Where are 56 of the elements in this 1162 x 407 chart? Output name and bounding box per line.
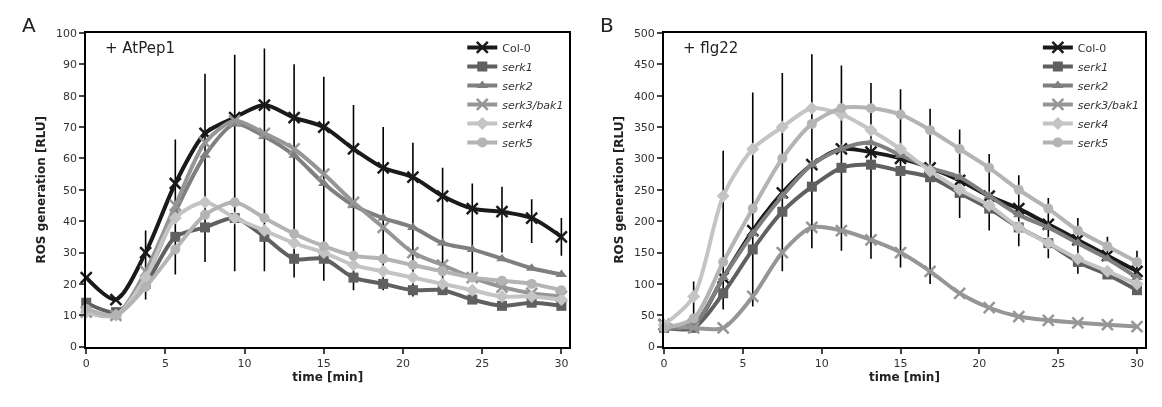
y-tick-label: 20 <box>63 277 78 291</box>
x-tick-label: 10 <box>237 356 252 370</box>
x-tick-label: 25 <box>1051 356 1066 370</box>
y-tick-label: 60 <box>63 152 78 166</box>
x-tick-label: 5 <box>739 356 747 370</box>
legend-label: serk2 <box>502 79 533 93</box>
legend-label: serk4 <box>502 117 533 131</box>
legend-label: serk3/bak1 <box>502 98 564 112</box>
x-axis-title: time [min] <box>869 370 940 385</box>
y-tick-label: 80 <box>63 89 78 103</box>
y-tick-label: 450 <box>633 58 655 72</box>
y-axis-title: ROS generation [RLU] <box>33 115 48 264</box>
legend-label: serk2 <box>1077 79 1109 93</box>
x-tick-label: 25 <box>475 356 490 370</box>
legend-label: Col-0 <box>502 41 531 55</box>
y-tick-label: 0 <box>647 340 655 354</box>
y-tick-label: 400 <box>633 89 655 103</box>
y-tick-label: 100 <box>633 277 655 291</box>
x-tick-label: 15 <box>316 356 331 370</box>
x-tick-label: 30 <box>554 356 569 370</box>
x-axis-title: time [min] <box>292 370 364 385</box>
y-tick-label: 150 <box>633 246 655 260</box>
legend-label: Col-0 <box>1077 41 1107 55</box>
chart-title: A <box>22 13 36 37</box>
y-tick-label: 200 <box>633 214 655 228</box>
x-tick-label: 20 <box>395 356 410 370</box>
y-tick-label: 100 <box>56 26 78 40</box>
x-tick-label: 20 <box>972 356 987 370</box>
y-tick-label: 70 <box>63 120 78 134</box>
y-tick-label: 90 <box>63 58 78 72</box>
x-tick-label: 30 <box>1129 356 1144 370</box>
y-tick-label: 50 <box>63 183 78 197</box>
y-tick-label: 350 <box>633 120 655 134</box>
x-tick-label: 15 <box>893 356 908 370</box>
legend-label: serk4 <box>1077 117 1109 131</box>
legend-label: serk5 <box>1077 136 1109 150</box>
legend-label: serk3/bak1 <box>1077 98 1140 112</box>
y-tick-label: 40 <box>63 214 78 228</box>
y-tick-label: 250 <box>633 183 655 197</box>
legend-label: serk5 <box>502 136 533 150</box>
annotation: + flg22 <box>683 39 739 57</box>
y-axis-title: ROS generation [RLU] <box>611 115 626 264</box>
legend-label: serk1 <box>502 60 533 74</box>
y-tick-label: 0 <box>70 340 78 354</box>
y-tick-label: 10 <box>63 309 78 323</box>
y-tick-label: 50 <box>640 309 655 323</box>
chart-title: B <box>600 13 614 37</box>
x-tick-label: 10 <box>814 356 829 370</box>
x-tick-label: 0 <box>82 356 90 370</box>
y-tick-label: 300 <box>633 152 655 166</box>
y-tick-label: 30 <box>63 246 78 260</box>
annotation: + AtPep1 <box>105 39 176 57</box>
x-tick-label: 0 <box>660 356 668 370</box>
x-tick-label: 5 <box>161 356 169 370</box>
y-tick-label: 500 <box>633 26 655 40</box>
legend-label: serk1 <box>1077 60 1109 74</box>
